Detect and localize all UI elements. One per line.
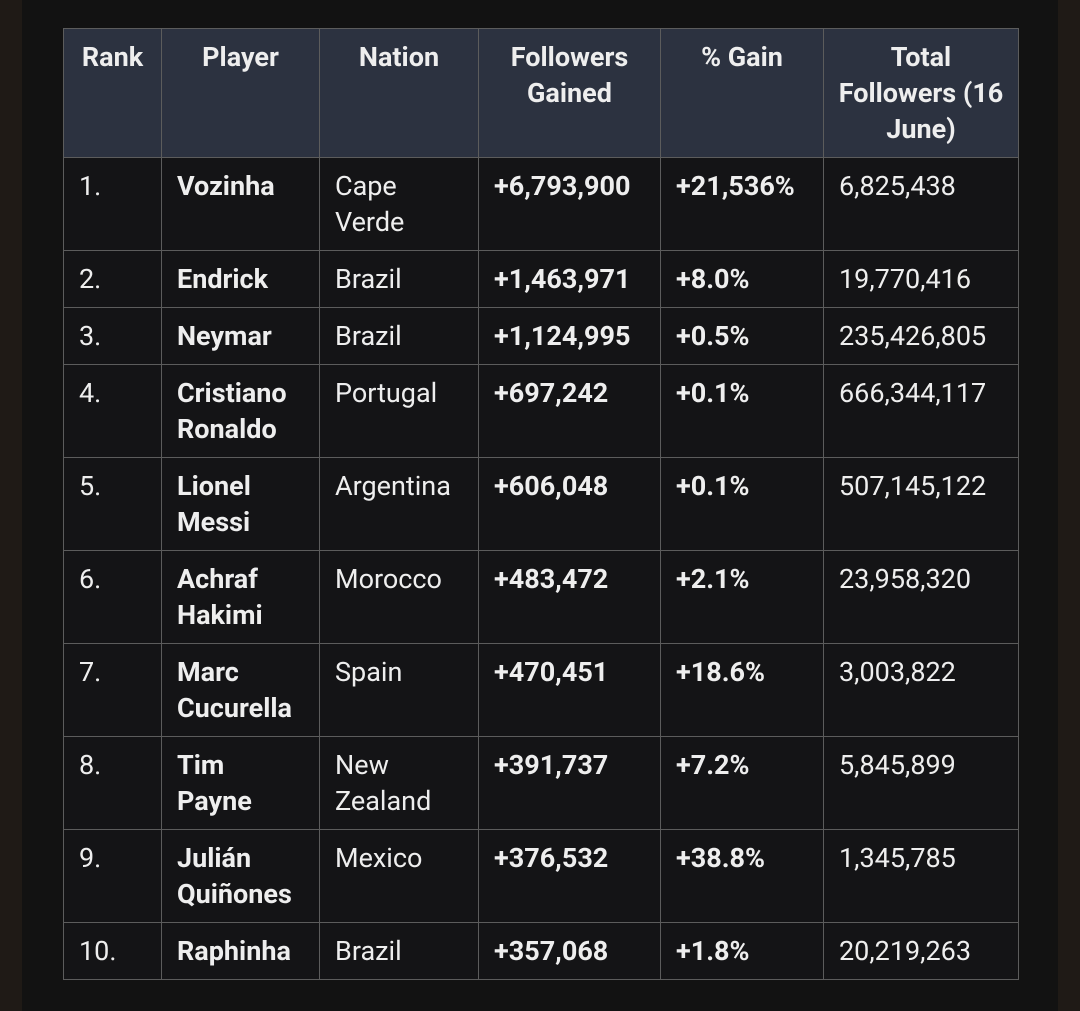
table-cell: 507,145,122 — [823, 457, 1019, 551]
table-cell: Mexico — [319, 829, 479, 923]
table-cell: +697,242 — [478, 364, 661, 458]
table-row: 6. Achraf Hakimi Morocco +483,472 +2.1% 23,95… — [63, 550, 1019, 644]
table-cell: +0.1% — [660, 364, 824, 458]
table-cell: +470,451 — [478, 643, 661, 737]
table-cell: Endrick — [161, 250, 320, 308]
table-cell: 1,345,785 — [823, 829, 1019, 923]
table-cell: 1. — [63, 157, 162, 251]
table-cell: Lionel Messi — [161, 457, 320, 551]
header-cell: % Gain — [660, 28, 824, 158]
table-cell: +1,124,995 — [478, 307, 661, 365]
table-cell: +2.1% — [660, 550, 824, 644]
table-cell: Marc Cucurella — [161, 643, 320, 737]
table-body: 1. Vozinha Cape Verde +6,793,900 +21,536% 6,8… — [63, 157, 1019, 980]
table-cell: 6. — [63, 550, 162, 644]
header-row: Rank Player Nation Followers Gained% Gain To… — [63, 28, 1019, 158]
table-cell: Morocco — [319, 550, 479, 644]
table-cell: 235,426,805 — [823, 307, 1019, 365]
table-cell: 7. — [63, 643, 162, 737]
table-cell: +357,068 — [478, 922, 661, 980]
table-cell: Portugal — [319, 364, 479, 458]
table-cell: Argentina — [319, 457, 479, 551]
table-cell: +18.6% — [660, 643, 824, 737]
header-cell: Total Followers (16 June) — [823, 28, 1019, 158]
table-cell: +376,532 — [478, 829, 661, 923]
table-cell: 5,845,899 — [823, 736, 1019, 830]
table-cell: 4. — [63, 364, 162, 458]
header-cell: Nation — [319, 28, 479, 158]
table-cell: +21,536% — [660, 157, 824, 251]
table-cell: +483,472 — [478, 550, 661, 644]
table-cell: 23,958,320 — [823, 550, 1019, 644]
table-cell: 3,003,822 — [823, 643, 1019, 737]
table-row: 8. Tim Payne New Zealand +391,737 +7.2% 5,845… — [63, 736, 1019, 830]
panel: Rank Player Nation Followers Gained% Gain To… — [22, 0, 1058, 1011]
table-cell: +0.5% — [660, 307, 824, 365]
table-cell: +6,793,900 — [478, 157, 661, 251]
table-cell: +1,463,971 — [478, 250, 661, 308]
table-cell: Achraf Hakimi — [161, 550, 320, 644]
table-cell: Spain — [319, 643, 479, 737]
table-cell: 666,344,117 — [823, 364, 1019, 458]
table-cell: 20,219,263 — [823, 922, 1019, 980]
table-cell: 6,825,438 — [823, 157, 1019, 251]
table-cell: Cape Verde — [319, 157, 479, 251]
table-cell: New Zealand — [319, 736, 479, 830]
table-cell: Brazil — [319, 307, 479, 365]
table-row: 3. Neymar Brazil +1,124,995 +0.5% 235,426,805 — [63, 307, 1019, 365]
table-cell: Neymar — [161, 307, 320, 365]
table-cell: 8. — [63, 736, 162, 830]
header-cell: Rank — [63, 28, 162, 158]
table-row: 2. Endrick Brazil +1,463,971 +8.0% 19,770,416 — [63, 250, 1019, 308]
table-row: 4. Cristiano Ronaldo Portugal +697,242 +0.1%… — [63, 364, 1019, 458]
table-cell: +0.1% — [660, 457, 824, 551]
table-cell: +1.8% — [660, 922, 824, 980]
table-cell: 2. — [63, 250, 162, 308]
table-cell: Cristiano Ronaldo — [161, 364, 320, 458]
table-cell: Vozinha — [161, 157, 320, 251]
table-cell: Tim Payne — [161, 736, 320, 830]
table-cell: +606,048 — [478, 457, 661, 551]
table-cell: 3. — [63, 307, 162, 365]
header-cell: Followers Gained — [478, 28, 661, 158]
table-cell: Brazil — [319, 250, 479, 308]
header-cell: Player — [161, 28, 320, 158]
table-row: 1. Vozinha Cape Verde +6,793,900 +21,536% 6,8… — [63, 157, 1019, 251]
table-cell: +391,737 — [478, 736, 661, 830]
table-row: 7. Marc Cucurella Spain +470,451 +18.6% 3,003… — [63, 643, 1019, 737]
table-cell: +38.8% — [660, 829, 824, 923]
table-cell: 10. — [63, 922, 162, 980]
table-cell: 19,770,416 — [823, 250, 1019, 308]
table-row: 9. Julián Quiñones Mexico +376,532 +38.8% 1,3… — [63, 829, 1019, 923]
followers-table: Rank Player Nation Followers Gained% Gain To… — [63, 28, 1019, 980]
table-cell: Brazil — [319, 922, 479, 980]
table-row: 5. Lionel Messi Argentina +606,048 +0.1% 507,… — [63, 457, 1019, 551]
table-cell: Julián Quiñones — [161, 829, 320, 923]
table-cell: +7.2% — [660, 736, 824, 830]
table-cell: 5. — [63, 457, 162, 551]
table-cell: +8.0% — [660, 250, 824, 308]
table-cell: 9. — [63, 829, 162, 923]
table-row: 10. Raphinha Brazil +357,068 +1.8% 20,219,263 — [63, 922, 1019, 980]
table-cell: Raphinha — [161, 922, 320, 980]
